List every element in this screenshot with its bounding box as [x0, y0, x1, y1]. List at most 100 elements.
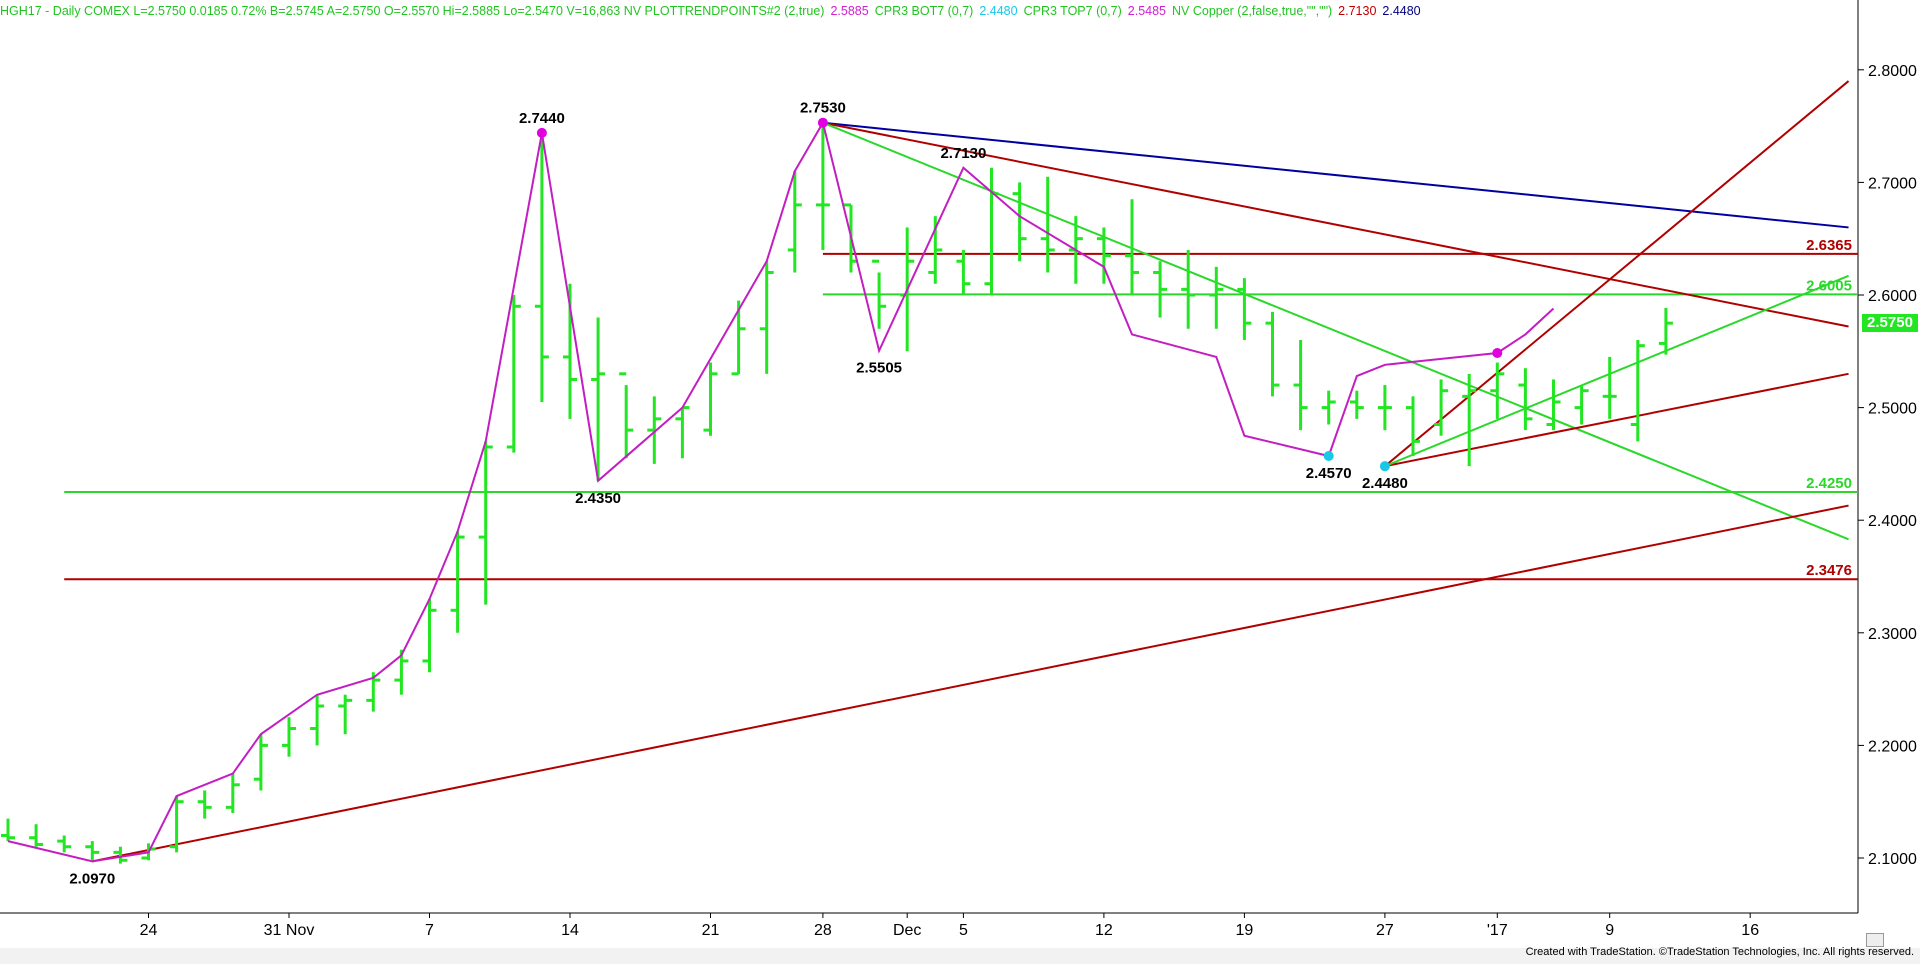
ohlc-bar	[282, 717, 296, 757]
ohlc-bar	[591, 317, 606, 481]
x-tick-label: 5	[959, 922, 968, 939]
ohlc-bar	[1518, 368, 1533, 431]
ohlc-bar	[1209, 266, 1224, 329]
y-tick-label: 2.4000	[1868, 513, 1917, 530]
scrollbar-thumb[interactable]	[1866, 933, 1884, 947]
x-tick-label: 27	[1376, 922, 1394, 939]
last-price-label: 2.5750	[1862, 314, 1918, 333]
horizontal-levels: 2.6365 2.6005 2.4250 2.3476	[64, 237, 1858, 581]
ohlc-bar	[113, 846, 128, 864]
header-item: CPR3 TOP7 (0,7)	[1023, 4, 1122, 18]
trend-point-label: 2.4480	[1362, 475, 1408, 492]
ohlc-bar	[85, 841, 100, 861]
trendline	[1384, 274, 1849, 468]
ohlc-bars	[1, 122, 1673, 864]
ohlc-bar	[29, 824, 44, 847]
ohlc-bar	[253, 734, 268, 791]
level-label: 2.3476	[1806, 562, 1852, 579]
trend-point-label: 2.4350	[575, 490, 621, 507]
y-tick-label: 2.6000	[1868, 288, 1917, 305]
ohlc-bar	[1040, 176, 1055, 273]
copyright-footer: Created with TradeStation. ©TradeStation…	[1525, 946, 1914, 958]
ohlc-bar	[197, 790, 212, 819]
ohlc-bar	[956, 249, 971, 295]
ohlc-bar	[1377, 385, 1392, 431]
y-tick-label: 2.2000	[1868, 738, 1917, 755]
ohlc-bar	[872, 259, 887, 329]
trend-point-label: 2.5505	[856, 360, 902, 377]
ohlc-bar	[815, 122, 830, 250]
trendline	[822, 121, 1849, 328]
trendline	[822, 121, 1849, 229]
ohlc-bar	[1602, 356, 1617, 419]
ohlc-bar	[225, 773, 240, 813]
x-tick-label: Dec	[893, 922, 921, 939]
header-item: 2.4480	[979, 4, 1018, 18]
trend-point-dot	[1379, 461, 1390, 472]
level-label: 2.6005	[1806, 277, 1852, 294]
ohlc-bar	[619, 372, 634, 459]
ohlc-bar	[675, 406, 690, 459]
ohlc-bar	[1096, 227, 1111, 284]
ohlc-bar	[57, 835, 72, 853]
ohlc-bar	[1125, 199, 1139, 295]
trendline	[1384, 372, 1849, 468]
x-tick-label: 24	[140, 922, 158, 939]
y-axis: 2.1000 2.2000 2.3000 2.4000 2.5000 2.6000 2.70…	[1858, 63, 1917, 868]
x-tick-label: 9	[1605, 922, 1614, 939]
ohlc-bar	[1630, 340, 1645, 442]
ohlc-bar	[1546, 379, 1561, 431]
ohlc-bar	[1, 818, 15, 842]
header-item: HGH17 - Daily COMEX L=2.5750 0.0185 0.72…	[0, 4, 825, 18]
ohlc-bar	[338, 694, 353, 735]
trend-point-dot	[1492, 347, 1503, 358]
header-item: CPR3 BOT7 (0,7)	[874, 4, 974, 18]
trendline	[92, 504, 1849, 863]
ohlc-bar	[1490, 362, 1505, 419]
x-tick-label: 21	[702, 922, 720, 939]
ohlc-bar	[310, 694, 325, 746]
ohlc-bar	[1237, 278, 1252, 341]
header-item: 2.7130	[1338, 4, 1377, 18]
ohlc-bar	[787, 171, 802, 273]
ohlc-bar	[1012, 182, 1027, 262]
trend-point-dot	[1323, 451, 1334, 462]
ohlc-bar	[169, 796, 184, 853]
trend-point-label: 2.7530	[800, 100, 846, 117]
x-tick-label: 7	[425, 922, 434, 939]
ohlc-bar	[647, 396, 662, 464]
ohlc-bar	[1434, 379, 1449, 436]
x-tick-label: 14	[561, 922, 579, 939]
ohlc-bar	[759, 261, 774, 374]
ohlc-bar	[1265, 311, 1280, 397]
x-tick-label: 16	[1741, 922, 1759, 939]
ohlc-bar	[422, 599, 437, 673]
ohlc-bar	[394, 649, 409, 695]
ohlc-bar	[1321, 390, 1336, 425]
level-label: 2.6365	[1806, 237, 1852, 254]
ohlc-bar	[1574, 385, 1589, 425]
trend-point-label: 2.7440	[519, 110, 565, 127]
ohlc-bar	[478, 441, 493, 605]
ohlc-bar	[1658, 307, 1673, 355]
ohlc-bar	[506, 295, 521, 453]
ohlc-bar	[1462, 373, 1477, 467]
ohlc-bar	[1153, 261, 1168, 318]
trend-points: 2.0970 2.7440 2.4350 2.7530 2.5505 2.7130 2.45…	[69, 100, 1503, 887]
level-label: 2.4250	[1806, 475, 1852, 492]
x-tick-label: 31 Nov	[264, 922, 315, 939]
x-axis: 24 31 Nov 7 14 21 28 Dec 5 12 19 27 '17 9 16	[140, 913, 1759, 939]
x-tick-label: 12	[1095, 922, 1113, 939]
trendline	[822, 121, 1849, 541]
x-tick-label: 28	[814, 922, 832, 939]
header-item: 2.5485	[1127, 4, 1166, 18]
trendlines	[92, 80, 1850, 863]
header-item: 2.4480	[1382, 4, 1421, 18]
ohlc-bar	[1406, 396, 1420, 457]
y-tick-label: 2.5000	[1868, 401, 1917, 418]
ohlc-bar	[703, 362, 718, 436]
y-tick-label: 2.1000	[1868, 851, 1917, 868]
chart-header: HGH17 - Daily COMEX L=2.5750 0.0185 0.72…	[0, 0, 1860, 22]
